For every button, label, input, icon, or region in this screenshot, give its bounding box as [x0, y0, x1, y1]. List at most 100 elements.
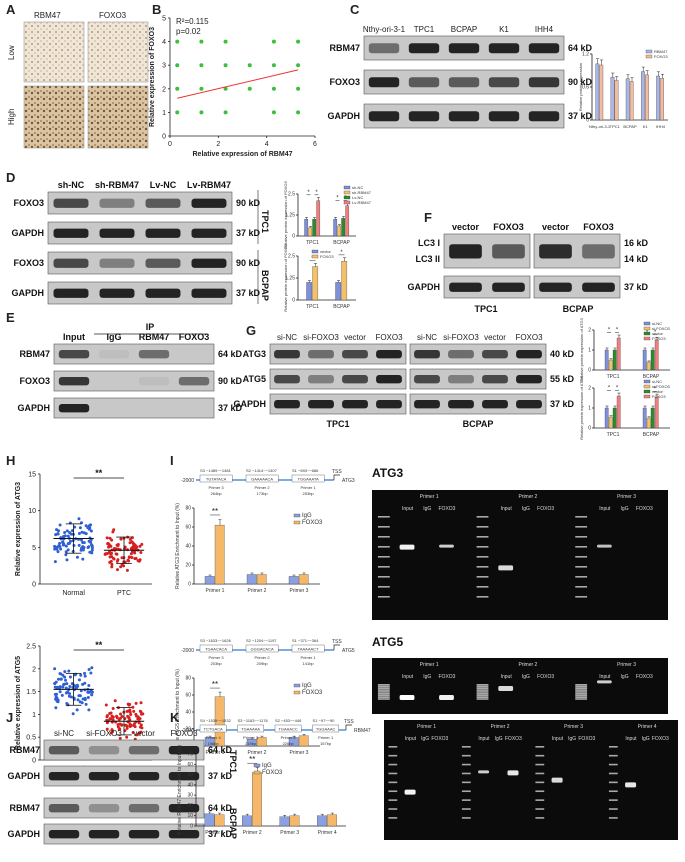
ihc-image-high-foxo3	[87, 85, 149, 149]
y-tick-label: 1	[32, 712, 36, 719]
data-point	[127, 555, 131, 559]
site-box	[312, 724, 339, 733]
y-tick-label: 10	[28, 508, 36, 515]
ladder-band	[476, 685, 489, 688]
data-point	[78, 526, 82, 530]
size-label: 37 kD	[208, 829, 233, 839]
band	[368, 111, 400, 122]
bar	[298, 574, 309, 585]
band	[342, 375, 368, 384]
data-point	[132, 709, 136, 713]
bar	[341, 218, 346, 237]
data-point	[82, 531, 86, 535]
site-box	[245, 644, 279, 653]
ladder-band	[377, 556, 390, 558]
legend-swatch	[343, 195, 351, 200]
category-label: BCPAP	[623, 124, 637, 129]
amplicon-length: 203bp	[211, 661, 223, 666]
y-tick-label: 1.5	[26, 689, 36, 696]
ladder-band	[535, 808, 545, 810]
gene-label: RBM47	[354, 728, 371, 734]
bar	[642, 407, 647, 429]
site-range: S3 −1633~−1626	[200, 638, 232, 643]
cell-label: BCPAP	[463, 419, 494, 429]
data-point	[63, 675, 67, 679]
ladder-band	[575, 685, 588, 688]
pcr-band	[439, 544, 454, 548]
stat-r2: R²=0.115	[176, 17, 209, 26]
ladder-band	[377, 689, 390, 691]
ladder-band	[461, 763, 471, 766]
bar	[242, 815, 252, 827]
bar-chart-d1: 01.252.5TPC1BCPAP****sh-NCsh-RBM47Lv-NCL…	[283, 181, 372, 249]
data-point	[130, 540, 134, 544]
category-label: IHH4	[656, 124, 666, 129]
ladder-band	[377, 566, 390, 568]
data-point	[199, 86, 204, 91]
sig-marker: **	[212, 680, 218, 689]
data-point	[223, 39, 228, 44]
data-point	[65, 558, 69, 562]
gene-label: ATG5	[342, 648, 355, 654]
panel-label-c: C	[350, 2, 360, 17]
category-label: PTC	[117, 590, 131, 597]
legend-swatch	[643, 336, 651, 341]
y-axis-title: Relative expression of ATG3	[15, 482, 22, 576]
band-label: RBM47	[9, 745, 40, 755]
ladder-band	[377, 596, 390, 598]
y-axis-title: Relative expression of FOXO3	[149, 27, 156, 127]
amplicon-length: 264bp	[211, 491, 223, 496]
ladder-band	[388, 763, 398, 766]
sig-marker: *	[307, 190, 310, 196]
legend-label: Lv-RBM47	[352, 200, 372, 205]
legend-swatch	[311, 249, 319, 254]
size-label: 90 kD	[236, 258, 261, 268]
site-range: S3 −1489~−1481	[200, 468, 232, 473]
panel-label-i: I	[170, 453, 174, 468]
pcr-band	[498, 565, 514, 571]
data-point	[64, 550, 68, 554]
ladder-band	[377, 691, 390, 693]
bar	[289, 815, 300, 827]
cell-label: BCPAP	[260, 270, 270, 301]
band-label: FOXO3	[13, 258, 44, 268]
band	[88, 830, 120, 839]
amplicon-length: 157bp	[320, 741, 332, 746]
ladder-band	[377, 576, 390, 578]
band	[99, 288, 135, 298]
data-point	[108, 555, 112, 559]
bar	[316, 200, 321, 237]
bar	[252, 772, 262, 827]
category-label: Primer 1	[206, 588, 225, 594]
ladder-band	[535, 763, 545, 766]
amplicon-length: 253bp	[303, 491, 315, 496]
dot-plot-h1: 0 5 10 15 Normal PTC ** Relative expression of …	[15, 468, 152, 597]
ladder-band	[575, 696, 588, 699]
data-point	[77, 517, 81, 521]
y-axis-title: Relative ATG3 Enrichment to Input (%)	[175, 503, 181, 589]
y-tick-label: 20	[185, 563, 191, 569]
site-seq: TGAAACC	[278, 727, 297, 732]
band	[168, 804, 200, 813]
sig-marker: *	[340, 250, 343, 256]
category-label: Normal	[62, 590, 85, 597]
data-point	[296, 63, 301, 68]
lane-label: Input	[478, 736, 490, 742]
band	[48, 830, 80, 839]
y-axis-title: Relative protein expression	[578, 63, 583, 111]
data-point	[83, 681, 87, 685]
data-point	[123, 545, 127, 549]
band	[516, 400, 542, 409]
site-range: S2 −1414~−1407	[246, 468, 278, 473]
y-tick-label: 1.2	[582, 52, 589, 58]
band	[342, 350, 368, 359]
bar	[288, 737, 299, 747]
category-label: TPC1	[607, 374, 620, 380]
site-seq: TGGAAAC	[316, 727, 336, 732]
band	[128, 772, 160, 781]
band	[48, 772, 80, 781]
sig-marker: *	[616, 328, 619, 334]
lane-label: IgG	[423, 506, 431, 512]
data-point	[58, 523, 62, 527]
